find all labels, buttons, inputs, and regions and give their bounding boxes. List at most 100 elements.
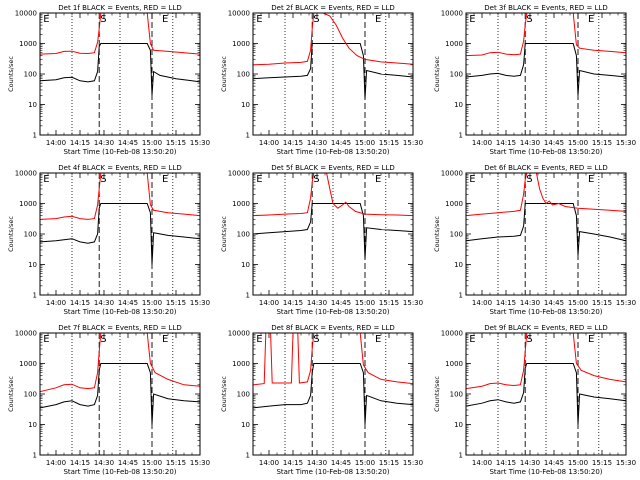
- marker-label: E: [43, 14, 49, 25]
- x-axis-label: Start Time (10-Feb-08 13:50:20): [63, 308, 176, 316]
- panel-det-4f: Det 4f BLACK = Events, RED = LLD Counts/s…: [7, 164, 210, 316]
- x-tick-label: 14:15: [70, 139, 90, 147]
- y-axis-label: Counts/sec: [433, 56, 441, 92]
- plot-frame: [39, 172, 201, 296]
- y-tick-label: 10: [241, 101, 250, 109]
- marker-label: S: [526, 174, 532, 185]
- x-axis-label: Start Time (10-Feb-08 13:50:20): [489, 468, 602, 476]
- panel-det-1f: Det 1f BLACK = Events, RED = LLD Counts/s…: [7, 4, 210, 156]
- lld-series-line: [466, 13, 626, 57]
- x-tick-label: 14:15: [283, 459, 303, 467]
- series-group: [466, 13, 626, 96]
- x-tick-label: 15:30: [403, 139, 423, 147]
- panel-det-9f: Det 9f BLACK = Events, RED = LLD Counts/s…: [433, 324, 636, 476]
- x-tick-label: 15:00: [142, 299, 162, 307]
- y-tick-label: 1000: [445, 360, 463, 368]
- x-tick-label: 14:15: [496, 299, 516, 307]
- marker-label: S: [313, 174, 319, 185]
- marker-label: S: [526, 334, 532, 345]
- series-group: [253, 13, 413, 100]
- events-series-line: [466, 363, 626, 425]
- marker-label: S: [100, 174, 106, 185]
- marker-label: E: [375, 14, 381, 25]
- y-tick-label: 10000: [441, 10, 463, 18]
- y-tick-label: 1: [246, 292, 250, 300]
- lld-series-line: [40, 13, 200, 55]
- series-group: [466, 173, 626, 256]
- x-tick-label: 14:00: [259, 299, 279, 307]
- y-tick-label: 1: [246, 132, 250, 140]
- y-tick-label: 10: [241, 261, 250, 269]
- y-tick-label: 100: [24, 231, 37, 239]
- x-tick-label: 15:15: [166, 459, 186, 467]
- plot-frame: [465, 172, 627, 296]
- y-tick-label: 10: [454, 421, 463, 429]
- x-tick-label: 15:15: [166, 139, 186, 147]
- plot-frame: [39, 332, 201, 456]
- lld-series-line: [253, 173, 413, 217]
- x-tick-label: 15:30: [190, 139, 210, 147]
- x-axis-label: Start Time (10-Feb-08 13:50:20): [63, 468, 176, 476]
- y-tick-label: 100: [237, 231, 250, 239]
- x-tick-label: 15:30: [403, 459, 423, 467]
- panel-title: Det 7f BLACK = Events, RED = LLD: [58, 324, 181, 332]
- events-series-line: [466, 43, 626, 96]
- marker-label: S: [526, 14, 532, 25]
- x-tick-label: 14:45: [118, 459, 138, 467]
- x-tick-label: 15:00: [142, 139, 162, 147]
- y-tick-label: 1000: [19, 200, 37, 208]
- y-tick-label: 100: [24, 71, 37, 79]
- y-axis-label: Counts/sec: [7, 216, 15, 252]
- y-tick-label: 1: [246, 452, 250, 460]
- plot-frame: [252, 12, 414, 136]
- x-tick-label: 14:00: [46, 139, 66, 147]
- series-group: [40, 333, 200, 425]
- x-tick-label: 14:15: [496, 139, 516, 147]
- panel-title: Det 1f BLACK = Events, RED = LLD: [58, 4, 181, 12]
- y-tick-label: 1: [33, 132, 37, 140]
- lld-series-line: [253, 13, 413, 66]
- marker-label: S: [313, 14, 319, 25]
- marker-label: S: [100, 334, 106, 345]
- x-tick-label: 14:45: [331, 299, 351, 307]
- x-tick-label: 14:15: [70, 459, 90, 467]
- series-group: [253, 333, 413, 425]
- y-tick-label: 1: [33, 452, 37, 460]
- x-tick-label: 15:15: [379, 299, 399, 307]
- y-tick-label: 10000: [15, 330, 37, 338]
- y-tick-label: 10000: [15, 10, 37, 18]
- x-tick-label: 15:00: [568, 299, 588, 307]
- x-tick-label: 14:15: [496, 459, 516, 467]
- y-tick-label: 1000: [232, 360, 250, 368]
- x-tick-label: 14:15: [283, 139, 303, 147]
- events-series-line: [253, 363, 413, 425]
- marker-label: E: [588, 14, 594, 25]
- x-tick-label: 14:30: [307, 139, 327, 147]
- x-axis-label: Start Time (10-Feb-08 13:50:20): [276, 148, 389, 156]
- events-series-line: [253, 203, 413, 260]
- y-tick-label: 1: [459, 292, 463, 300]
- marker-label: E: [256, 334, 262, 345]
- plot-frame: [465, 332, 627, 456]
- plot-frame: [252, 172, 414, 296]
- y-tick-label: 100: [237, 391, 250, 399]
- x-tick-label: 15:30: [616, 299, 636, 307]
- series-group: [40, 13, 200, 96]
- y-tick-label: 10000: [228, 170, 250, 178]
- plot-frame: [252, 332, 414, 456]
- y-tick-label: 10000: [441, 170, 463, 178]
- panel-det-2f: Det 2f BLACK = Events, RED = LLD Counts/s…: [220, 4, 423, 156]
- y-tick-label: 100: [237, 71, 250, 79]
- marker-label: E: [588, 334, 594, 345]
- x-axis-label: Start Time (10-Feb-08 13:50:20): [489, 148, 602, 156]
- panel-title: Det 8f BLACK = Events, RED = LLD: [271, 324, 394, 332]
- x-tick-label: 14:00: [46, 459, 66, 467]
- x-axis-label: Start Time (10-Feb-08 13:50:20): [276, 468, 389, 476]
- panel-title: Det 9f BLACK = Events, RED = LLD: [484, 324, 607, 332]
- x-tick-label: 15:00: [355, 459, 375, 467]
- x-tick-label: 14:30: [94, 139, 114, 147]
- x-tick-label: 15:00: [568, 139, 588, 147]
- y-tick-label: 1000: [232, 200, 250, 208]
- lld-series-line: [40, 173, 200, 220]
